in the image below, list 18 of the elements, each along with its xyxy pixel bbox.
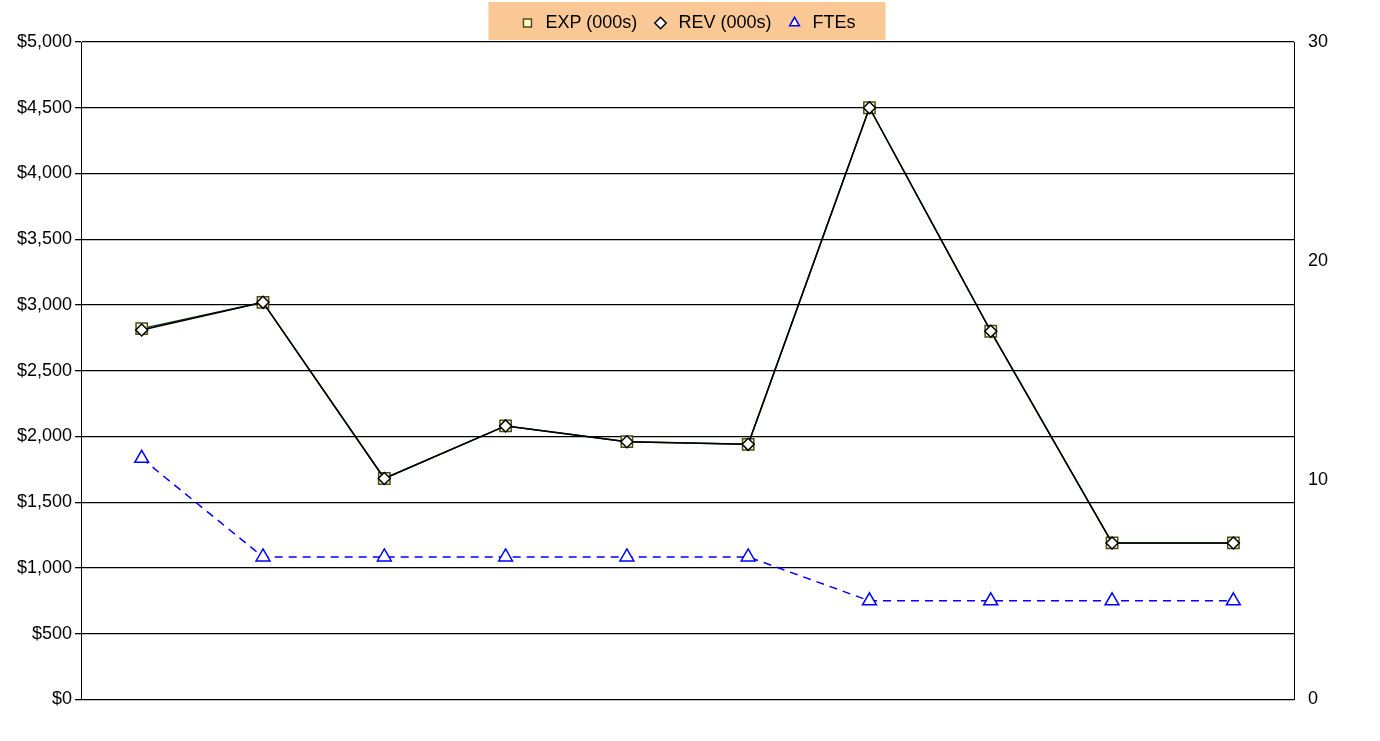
y-tick-label: $4,000: [16, 162, 73, 183]
y-tick-label: $1,500: [16, 491, 73, 512]
y2-tick-label: 10: [1308, 469, 1329, 490]
y-tick-label: $2,000: [16, 425, 73, 446]
y2-tick-label: 0: [1308, 688, 1319, 709]
legend-label: REV (000s): [678, 11, 772, 32]
y-tick-label: $3,500: [16, 228, 73, 249]
y-tick-label: $1,000: [16, 556, 73, 577]
y-tick-label: $500: [32, 622, 73, 643]
legend-label: EXP (000s): [545, 11, 638, 32]
y-tick-label: $3,000: [16, 293, 73, 314]
y-tick-label: $2,500: [16, 359, 73, 380]
y-tick-label: $5,000: [16, 30, 73, 51]
legend-label: FTEs: [812, 11, 856, 32]
y2-tick-label: 30: [1308, 30, 1329, 51]
y-tick-label: $0: [52, 688, 73, 709]
y2-tick-label: 20: [1308, 250, 1329, 271]
y-tick-label: $4,500: [16, 96, 73, 117]
